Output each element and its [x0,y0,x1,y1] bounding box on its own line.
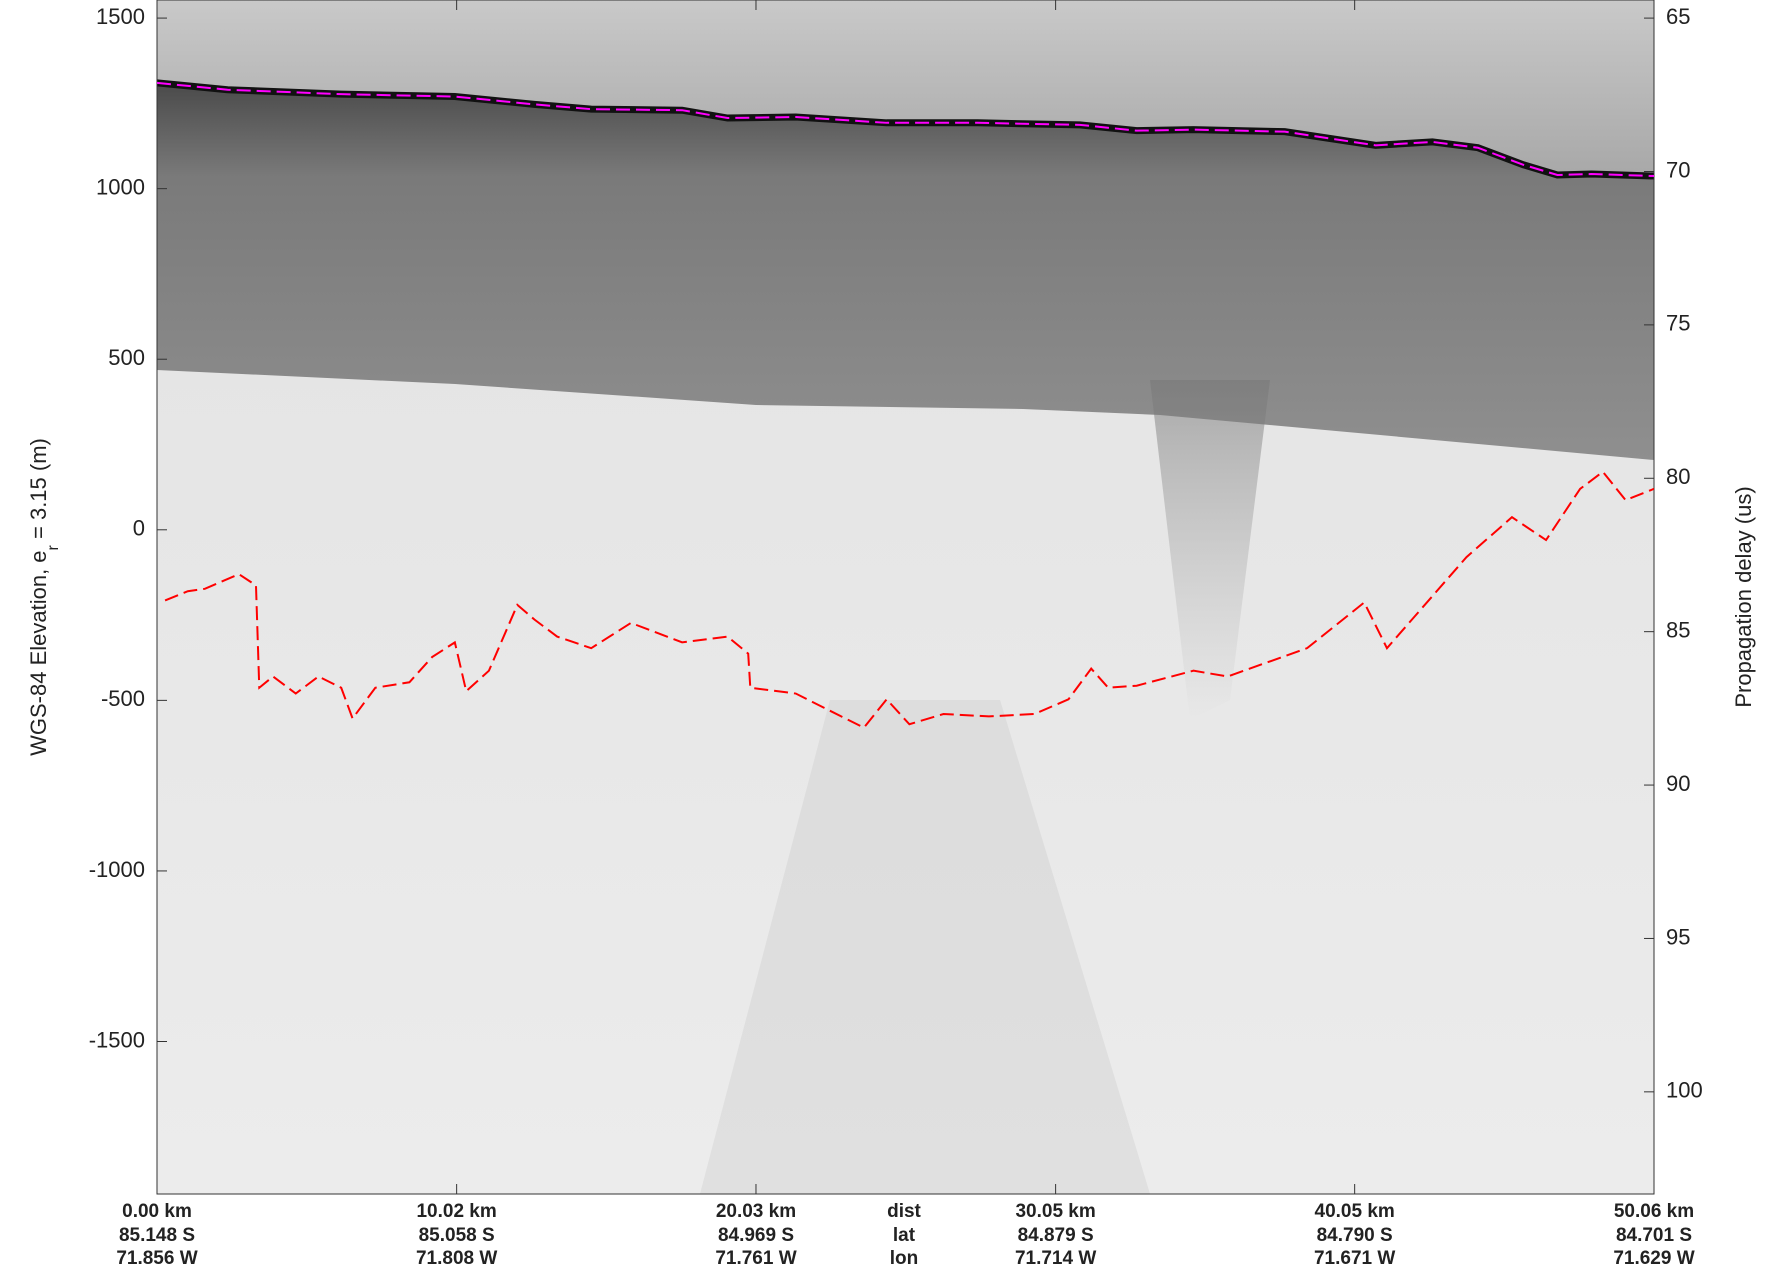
lon-label: 71.856 W [116,1248,197,1269]
row-label: lat [893,1225,916,1246]
y-tick-label: -1500 [89,1027,145,1052]
y2-tick-label: 85 [1666,617,1690,642]
y-tick-label: 0 [133,516,145,541]
series-line [164,470,1654,729]
row-label: dist [887,1201,921,1222]
lon-label: 71.671 W [1314,1248,1395,1269]
y-label-subscript: r [45,544,62,550]
lat-label: 84.701 S [1616,1225,1692,1246]
y-tick-label: 500 [108,345,145,370]
lat-label: 85.148 S [119,1225,195,1246]
y-label-main: WGS-84 Elevation, e [26,550,51,755]
y2-tick-label: 70 [1666,157,1690,182]
lon-label: 71.714 W [1015,1248,1096,1269]
row-label: lon [890,1248,919,1269]
y2-tick-label: 100 [1666,1078,1703,1103]
lat-label: 85.058 S [419,1225,495,1246]
y2-tick-label: 75 [1666,311,1690,336]
y2-axis-label: Propagation delay (us) [1731,486,1756,707]
y2-tick-label: 65 [1666,4,1690,29]
y-tick-label: -500 [101,686,145,711]
echo-streak [1150,380,1270,720]
x-tick-label: 0.00 km [122,1201,192,1222]
ice-shading [157,82,1654,461]
y2-tick-label: 95 [1666,924,1690,949]
y2-tick-label: 90 [1666,771,1690,796]
y-tick-label: -1000 [89,857,145,882]
x-tick-label: 40.05 km [1315,1201,1395,1222]
series-line [157,81,1654,178]
lon-label: 71.761 W [715,1248,796,1269]
y-tick-label: 1000 [96,174,145,199]
y2-tick-label: 80 [1666,464,1690,489]
lat-label: 84.969 S [718,1225,794,1246]
lat-label: 84.879 S [1018,1225,1094,1246]
lon-label: 71.629 W [1613,1248,1694,1269]
x-tick-label: 30.05 km [1015,1201,1095,1222]
echogram [157,0,1654,1194]
lat-label: 84.790 S [1317,1225,1393,1246]
lon-label: 71.808 W [416,1248,497,1269]
y-tick-label: 1500 [96,4,145,29]
y-label-suffix: = 3.15 (m) [26,438,51,545]
y-axis-label: WGS-84 Elevation, er = 3.15 (m) [26,438,62,756]
echo-streak [700,700,1150,1194]
x-tick-label: 20.03 km [716,1201,796,1222]
x-tick-label: 50.06 km [1614,1201,1694,1222]
plot-frame [156,0,1655,1195]
air-shading [157,0,1654,177]
x-tick-label: 10.02 km [416,1201,496,1222]
